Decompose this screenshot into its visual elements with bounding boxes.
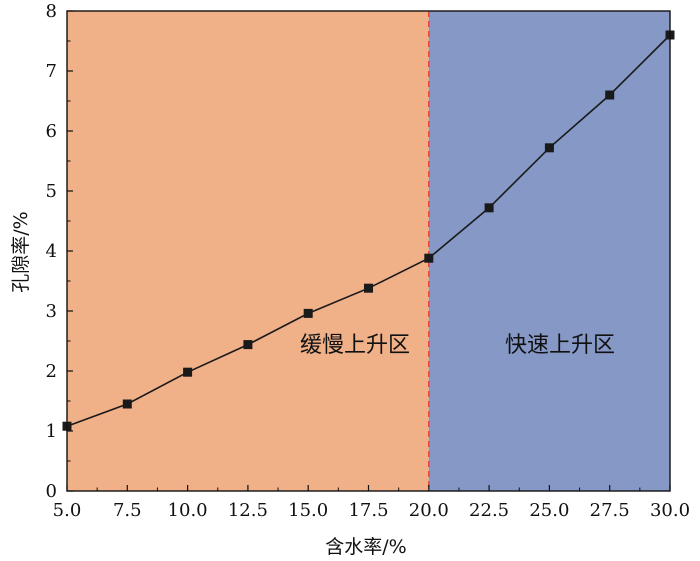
y-tick-label-6: 6 <box>46 121 57 142</box>
regions <box>67 11 670 491</box>
x-axis-title: 含水率/% <box>325 536 406 558</box>
y-tick-label-7: 7 <box>46 61 57 82</box>
x-tick-label-10: 30.0 <box>650 500 690 521</box>
data-point-6 <box>424 253 434 263</box>
data-point-8 <box>544 143 554 153</box>
x-tick-label-7: 22.5 <box>469 500 509 521</box>
region-labels: 缓慢上升区 快速上升区 <box>300 333 615 358</box>
x-tick-label-4: 15.0 <box>288 500 328 521</box>
y-tick-label-5: 5 <box>46 181 57 202</box>
data-point-2 <box>183 367 193 377</box>
y-tick-label-2: 2 <box>46 361 57 382</box>
x-tick-label-0: 5.0 <box>53 500 82 521</box>
x-tick-label-9: 27.5 <box>590 500 630 521</box>
y-tick-label-8: 8 <box>46 1 57 22</box>
data-point-5 <box>364 283 373 293</box>
data-point-4 <box>303 308 313 318</box>
x-tick-label-3: 12.5 <box>228 500 268 521</box>
data-point-1 <box>122 399 132 409</box>
x-tick-label-8: 25.0 <box>529 500 569 521</box>
x-tick-label-1: 7.5 <box>113 500 142 521</box>
x-tick-label-2: 10.0 <box>168 500 208 521</box>
data-point-3 <box>243 340 253 350</box>
data-point-9 <box>605 90 615 100</box>
x-tick-label-5: 17.5 <box>348 500 388 521</box>
region-label-0: 缓慢上升区 <box>300 333 410 358</box>
data-point-7 <box>484 203 494 213</box>
y-tick-label-4: 4 <box>46 241 57 262</box>
y-tick-label-0: 0 <box>46 481 57 502</box>
region-1 <box>428 11 670 491</box>
y-tick-label-1: 1 <box>46 421 57 442</box>
y-axis-title: 孔隙率/% <box>10 211 32 292</box>
region-0 <box>67 11 429 491</box>
y-tick-label-3: 3 <box>46 301 57 322</box>
axes: 5.0 7.5 10.0 12.5 15.0 17.5 20.0 22.5 25.0 27.5 30… <box>46 1 690 521</box>
region-label-1: 快速上升区 <box>505 333 615 358</box>
x-tick-label-6: 20.0 <box>409 500 449 521</box>
